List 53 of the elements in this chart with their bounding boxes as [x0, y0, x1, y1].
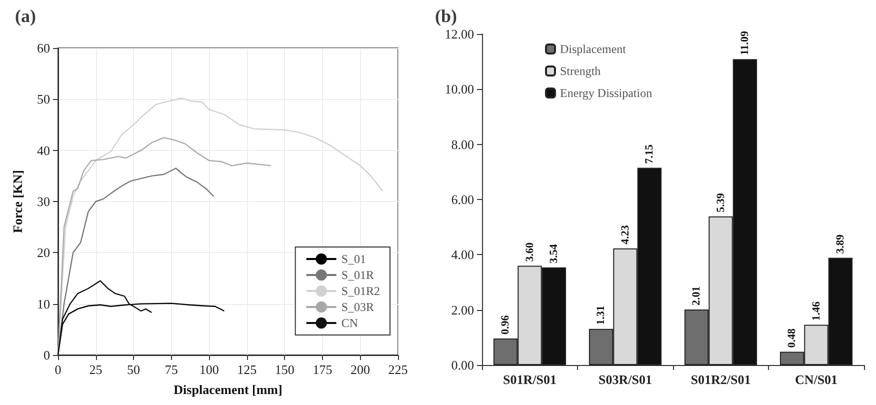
data-label: 1.46: [810, 300, 822, 321]
x-tick-label: 125: [237, 362, 257, 377]
data-label: 11.09: [738, 30, 751, 56]
y-tick-label: 20: [37, 245, 50, 260]
data-label: 1.31: [595, 306, 608, 325]
y-tick-label: 30: [37, 194, 50, 209]
x-tick-label: 175: [312, 362, 332, 377]
x-tick-label: 100: [199, 362, 219, 377]
legend-label: S_01: [341, 252, 366, 266]
legend-label: S_01R2: [341, 284, 380, 298]
y-tick-label: 50: [37, 92, 50, 107]
y-tick-label: 0.00: [451, 358, 474, 372]
y-tick-label: 10: [37, 296, 50, 312]
x-tick-label: CN/S01: [794, 372, 838, 387]
x-tick-label: 225: [388, 362, 408, 377]
y-tick-label: 60: [37, 40, 50, 56]
data-label: 4.23: [619, 224, 632, 244]
data-label: 3.60: [524, 242, 536, 262]
y-axis-title: Force [KN]: [10, 170, 25, 233]
chart-title: (a): [15, 6, 36, 26]
x-tick-label: 0: [54, 362, 62, 377]
data-label: 2.01: [690, 286, 703, 306]
data-label: 0.96: [500, 314, 512, 335]
line-series: [57, 280, 152, 356]
x-tick-label: 200: [350, 362, 370, 377]
x-tick-label: S01R2/S01: [690, 372, 751, 387]
legend-label: CN: [341, 316, 358, 330]
y-tick-label: 0: [44, 348, 50, 362]
x-tick-label: 50: [127, 362, 140, 377]
legend-label: Energy Dissipation: [560, 86, 652, 100]
y-tick-label: 12.00: [444, 26, 474, 42]
y-tick-label: 6.00: [451, 192, 474, 207]
legend-label: S_03R: [341, 300, 374, 314]
x-tick-label: S03R/S01: [598, 372, 652, 387]
x-tick-label: S01R/S01: [503, 372, 556, 387]
legend-label: Strength: [560, 64, 601, 78]
legend-label: Displacement: [560, 42, 627, 56]
y-tick-label: 2.00: [451, 302, 474, 318]
legend-label: S_01R: [341, 268, 374, 282]
x-axis-title: Displacement [mm]: [174, 382, 282, 397]
y-tick-label: 40: [37, 142, 50, 158]
data-label: 0.48: [786, 328, 798, 348]
y-tick-label: 10.00: [444, 82, 474, 97]
data-label: 3.54: [548, 244, 560, 264]
y-tick-label: 8.00: [451, 136, 474, 152]
data-label: 3.89: [834, 234, 846, 254]
x-tick-label: 25: [89, 362, 102, 377]
x-tick-label: 150: [274, 362, 294, 377]
y-tick-label: 4.00: [451, 247, 474, 262]
x-tick-label: 75: [164, 362, 178, 377]
data-label: 7.15: [643, 144, 656, 164]
data-label: 5.39: [714, 192, 727, 212]
chart-title: (b): [435, 6, 458, 26]
